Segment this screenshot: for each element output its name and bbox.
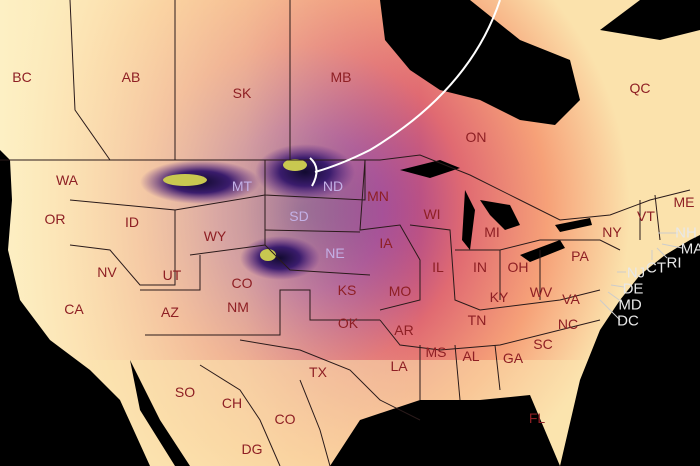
label-md: MD xyxy=(618,296,642,314)
label-ms: MS xyxy=(425,344,447,360)
label-nd: ND xyxy=(322,178,344,194)
label-co: CO xyxy=(231,275,253,291)
label-ar: AR xyxy=(394,322,414,338)
label-ne: NE xyxy=(325,245,345,261)
label-sd: SD xyxy=(289,208,309,224)
label-fl: FL xyxy=(528,410,546,426)
label-ct: CT xyxy=(646,259,666,277)
label-wa: WA xyxy=(55,172,79,188)
label-ut: UT xyxy=(162,267,182,283)
label-or: OR xyxy=(44,211,66,227)
label-on: ON xyxy=(465,129,487,145)
label-qc: QC xyxy=(629,80,651,96)
label-vt: VT xyxy=(637,208,655,224)
label-va: VA xyxy=(562,291,580,307)
label-ky: KY xyxy=(489,289,509,305)
label-id: ID xyxy=(125,214,139,230)
label-ok: OK xyxy=(337,315,359,331)
callout-leaders xyxy=(599,232,683,321)
label-nm: NM xyxy=(227,299,249,315)
hotspot-colorado xyxy=(240,236,320,280)
label-so: SO xyxy=(174,384,196,400)
label-mo: MO xyxy=(388,283,412,299)
label-sk: SK xyxy=(232,85,252,101)
label-ia: IA xyxy=(379,235,393,251)
label-ca: CA xyxy=(64,301,84,317)
label-wi: WI xyxy=(423,206,441,222)
trajectory-marker xyxy=(309,157,318,187)
label-ri: RI xyxy=(666,254,682,272)
label-bc: BC xyxy=(12,69,32,85)
label-ny: NY xyxy=(602,224,622,240)
label-co-mx: CO xyxy=(274,411,296,427)
label-ab: AB xyxy=(121,69,141,85)
label-de: DE xyxy=(622,280,644,298)
label-ch: CH xyxy=(221,395,243,411)
label-il: IL xyxy=(432,259,444,275)
label-la: LA xyxy=(390,358,408,374)
label-dg: DG xyxy=(241,441,263,457)
label-sc: SC xyxy=(533,336,553,352)
label-ks: KS xyxy=(337,282,357,298)
label-mn: MN xyxy=(367,188,389,204)
label-me: ME xyxy=(673,194,695,210)
label-al: AL xyxy=(462,348,480,364)
label-mt: MT xyxy=(231,178,253,194)
label-ma: MA xyxy=(680,240,700,258)
label-wv: WV xyxy=(529,284,553,300)
label-wy: WY xyxy=(203,228,227,244)
label-oh: OH xyxy=(507,259,529,275)
label-mi: MI xyxy=(484,224,500,240)
label-tn: TN xyxy=(467,312,487,328)
trajectory-line xyxy=(314,0,501,173)
label-ga: GA xyxy=(502,350,524,366)
label-pa: PA xyxy=(571,248,589,264)
label-mb: MB xyxy=(330,69,352,85)
hotspot-north-dakota xyxy=(255,144,355,200)
label-nh: NH xyxy=(675,224,697,242)
label-nc: NC xyxy=(557,316,579,332)
label-az: AZ xyxy=(161,304,179,320)
label-in: IN xyxy=(473,259,487,275)
label-nj: NJ xyxy=(626,264,646,282)
label-nv: NV xyxy=(97,264,117,280)
label-dc: DC xyxy=(617,312,639,330)
label-tx: TX xyxy=(309,364,327,380)
